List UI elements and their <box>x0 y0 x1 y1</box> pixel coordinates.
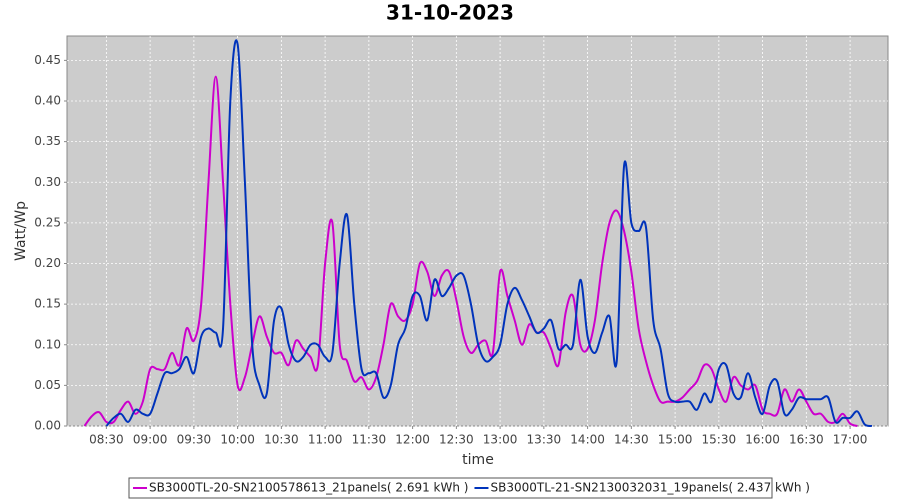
y-tick-label: 0.45 <box>34 53 61 67</box>
x-tick-label: 10:30 <box>264 433 299 447</box>
x-tick-label: 10:00 <box>220 433 255 447</box>
y-tick-label: 0.25 <box>34 215 61 229</box>
x-tick-label: 15:00 <box>658 433 693 447</box>
y-tick-label: 0.15 <box>34 297 61 311</box>
x-tick-label: 12:30 <box>439 433 474 447</box>
x-tick-label: 14:00 <box>570 433 605 447</box>
x-tick-label: 16:00 <box>745 433 780 447</box>
y-tick-label: 0.05 <box>34 378 61 392</box>
x-tick-label: 17:00 <box>833 433 868 447</box>
series-line <box>105 39 873 428</box>
x-tick-label: 13:00 <box>483 433 518 447</box>
x-axis-label: time <box>462 452 494 468</box>
x-tick-label: 11:30 <box>352 433 387 447</box>
y-tick-label: 0.30 <box>34 175 61 189</box>
legend-label: SB3000TL-21-SN2130032031_19panels( 2.437… <box>490 481 809 495</box>
x-tick-label: 09:30 <box>177 433 212 447</box>
y-tick-label: 0.35 <box>34 134 61 148</box>
x-tick-label: 11:00 <box>308 433 343 447</box>
series-line <box>83 75 858 427</box>
y-tick-label: 0.20 <box>34 256 61 270</box>
x-tick-label: 12:00 <box>395 433 430 447</box>
x-tick-label: 15:30 <box>702 433 737 447</box>
legend <box>128 477 773 499</box>
y-tick-label: 0.10 <box>34 337 61 351</box>
x-tick-label: 13:30 <box>527 433 562 447</box>
legend-label: SB3000TL-20-SN2100578613_21panels( 2.691… <box>149 481 468 495</box>
chart-title: 31-10-2023 <box>386 1 514 25</box>
x-tick-label: 14:30 <box>614 433 649 447</box>
y-tick-label: 0.40 <box>34 94 61 108</box>
x-tick-label: 09:00 <box>133 433 168 447</box>
x-tick-label: 08:30 <box>89 433 124 447</box>
y-tick-label: 0.00 <box>34 419 61 433</box>
x-tick-label: 16:30 <box>789 433 824 447</box>
y-axis-label: Watt/Wp <box>13 201 29 261</box>
